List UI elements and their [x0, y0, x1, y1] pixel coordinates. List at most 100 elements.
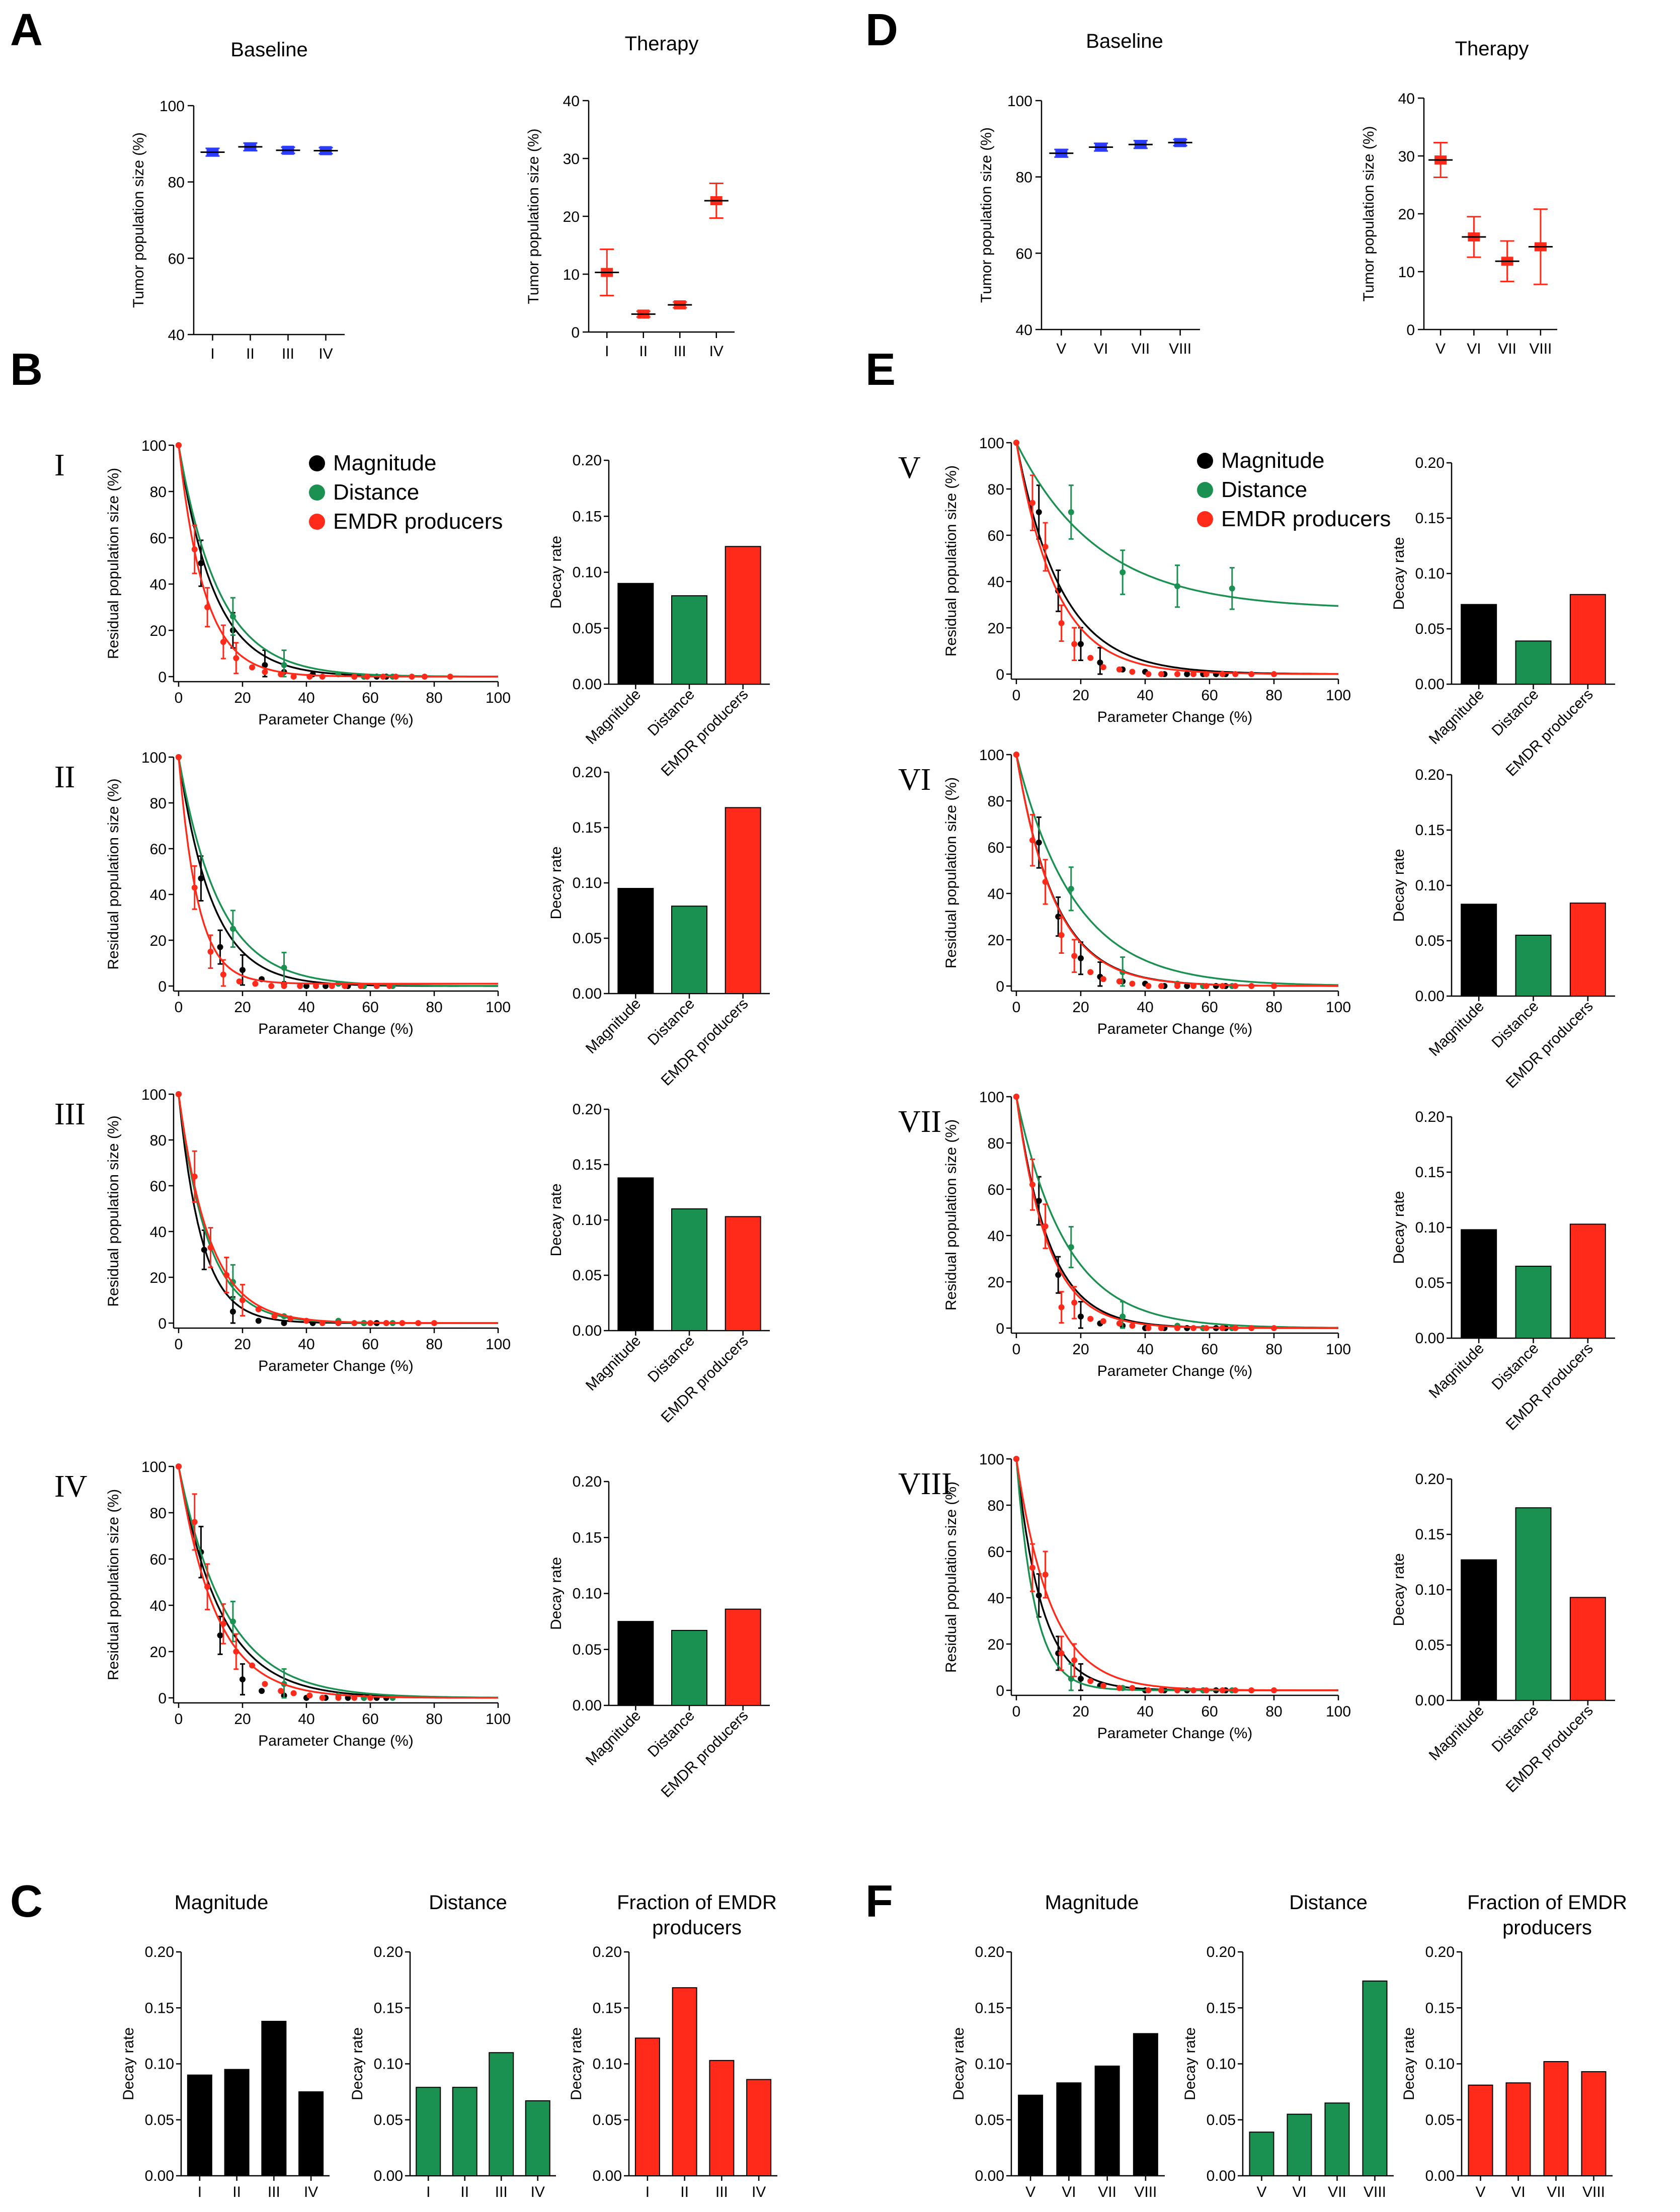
C-magnitude-ytick-label: 0.10	[145, 2056, 174, 2073]
E-VIII-ytick-label: 80	[988, 1498, 1004, 1514]
Bbar-III-ytick-label: 0.05	[573, 1267, 602, 1284]
Bbar-I-xtick-label: Distance	[645, 686, 698, 740]
B-I-emdr-producers-point	[249, 664, 256, 671]
B-I-emdr-producers-point	[262, 669, 268, 675]
E-VI-ytick-label: 20	[988, 932, 1004, 949]
E-VII-distance-point	[1068, 1244, 1074, 1250]
E-VII-distance-fit-curve	[1015, 1096, 1338, 1329]
A-therapy-ytick-label: 0	[571, 324, 580, 341]
F-emdr-ylabel: Decay rate	[1401, 2027, 1417, 2100]
F-distance-bar	[1324, 2102, 1350, 2176]
Bbar-III-ytick-label: 0.20	[573, 1101, 602, 1118]
B-III-emdr-producers-point	[431, 1320, 437, 1326]
E-VII-xlabel: Parameter Change (%)	[1097, 1363, 1252, 1379]
D-baseline-ylabel: Tumor population size (%)	[978, 127, 995, 303]
E-VII-ytick-label: 20	[988, 1274, 1004, 1291]
E-VIII-magnitude-point	[1035, 1592, 1042, 1599]
panel-label-f: F	[865, 1876, 893, 1927]
C-distance-xtick-label: III	[495, 2184, 508, 2200]
B-III-ytick-label: 80	[150, 1132, 167, 1149]
C-magnitude-bar	[224, 2069, 250, 2176]
E-V-emdr-producers-point	[1248, 671, 1255, 677]
F-distance-title: Distance	[1289, 1892, 1368, 1914]
B-III-magnitude-point	[201, 1247, 207, 1253]
panel-label-e: E	[865, 345, 896, 395]
A-therapy-xtick-label: II	[639, 343, 648, 360]
C-magnitude-title: Magnitude	[175, 1892, 269, 1914]
panel-label-c: C	[10, 1876, 43, 1927]
B-II-xtick-label: 40	[298, 999, 314, 1016]
A-therapy-ytick-label: 20	[563, 209, 580, 225]
B-legend-marker	[309, 514, 325, 530]
A-baseline-xtick-label: I	[210, 346, 214, 362]
B-II-emdr-producers-point	[313, 983, 319, 989]
B-IV-emdr-producers-point	[278, 1688, 284, 1694]
A-therapy-ylabel: Tumor population size (%)	[525, 128, 542, 304]
E-VIII-scenario-label: VIII	[898, 1467, 952, 1501]
E-VII-emdr-producers-point	[1203, 1325, 1210, 1331]
B-legend-marker	[309, 455, 325, 471]
A-therapy-xtick-label: III	[674, 343, 686, 360]
A-therapy-ytick-label: 30	[563, 151, 580, 168]
E-VII-emdr-producers-fit-curve	[1015, 1096, 1338, 1329]
Bbar-I-ytick-label: 0.00	[573, 676, 602, 693]
B-II-emdr-producers-point	[191, 884, 198, 891]
B-I-xtick-label: 20	[234, 690, 251, 706]
Ebar-VI-ytick-label: 0.15	[1415, 822, 1445, 839]
F-magnitude-ytick-label: 0.15	[975, 2000, 1004, 2016]
F-magnitude-ytick-label: 0.00	[975, 2168, 1004, 2184]
Ebar-VIII-ylabel: Decay rate	[1391, 1553, 1407, 1626]
E-VII-emdr-producers-point	[1129, 1323, 1136, 1329]
E-legend-marker	[1197, 511, 1213, 527]
E-VIII-magnitude-fit-curve	[1015, 1458, 1338, 1691]
C-magnitude-bar	[261, 2020, 287, 2176]
C-distance-xtick-label: II	[460, 2184, 469, 2200]
B-II-scenario-label: II	[54, 760, 75, 794]
B-III-magnitude-point	[281, 1320, 287, 1326]
E-VIII-ytick-label: 20	[988, 1636, 1004, 1653]
E-V-scenario-label: V	[898, 451, 921, 485]
D-baseline-ytick-label: 100	[1007, 93, 1032, 110]
B-IV-magnitude-fit-curve	[178, 1466, 498, 1699]
A-baseline-ytick-label: 100	[159, 98, 185, 115]
F-emdr-xtick-label: V	[1475, 2184, 1485, 2200]
E-VI-xtick-label: 80	[1265, 999, 1282, 1016]
Ebar-V-bar	[1569, 594, 1606, 685]
E-V-emdr-producers-point	[1029, 500, 1035, 506]
C-emdr-ytick-label: 0.00	[593, 2168, 622, 2184]
Bbar-IV-bar	[671, 1629, 707, 1706]
C-distance-xtick-label: I	[426, 2184, 430, 2200]
E-VII-xtick-label: 80	[1265, 1341, 1282, 1358]
E-V-ylabel: Residual population size (%)	[943, 465, 959, 657]
E-V-magnitude-point	[1184, 671, 1190, 677]
B-I-ytick-label: 60	[150, 530, 167, 547]
E-VII-emdr-producers-point	[1087, 1316, 1094, 1322]
E-VII-emdr-producers-point	[1100, 1318, 1106, 1325]
B-I-emdr-producers-point	[191, 546, 198, 552]
B-III-ytick-label: 20	[150, 1270, 167, 1286]
Bbar-II-ytick-label: 0.15	[573, 820, 602, 836]
B-II-ytick-label: 60	[150, 841, 167, 858]
B-III-emdr-producers-point	[415, 1320, 422, 1326]
E-VII-emdr-producers-point	[1219, 1325, 1226, 1331]
A-baseline-xtick-label: IV	[318, 346, 333, 362]
F-distance-ytick-label: 0.05	[1207, 2112, 1236, 2128]
Bbar-III-xtick-label: Distance	[645, 1333, 698, 1386]
F-magnitude-ylabel: Decay rate	[950, 2027, 967, 2100]
B-II-emdr-producers-point	[342, 983, 348, 989]
C-emdr-ytick-label: 0.05	[593, 2112, 622, 2128]
E-V-emdr-producers-point	[1087, 654, 1094, 661]
B-I-distance-point	[281, 662, 287, 668]
F-distance-ytick-label: 0.00	[1207, 2168, 1236, 2184]
E-VII-emdr-producers-point	[1071, 1299, 1078, 1306]
F-emdr-xtick-label: VII	[1547, 2184, 1565, 2200]
E-V-xlabel: Parameter Change (%)	[1097, 709, 1252, 725]
A-baseline-ylabel: Tumor population size (%)	[130, 132, 147, 308]
B-IV-emdr-producers-point	[290, 1690, 297, 1696]
E-VI-emdr-producers-point	[1219, 983, 1226, 989]
C-emdr-xtick-label: II	[680, 2184, 689, 2200]
E-VIII-xtick-label: 60	[1201, 1703, 1218, 1720]
F-emdr-xtick-label: VI	[1511, 2184, 1525, 2200]
E-VI-emdr-producers-fit-curve	[1015, 754, 1338, 987]
A-therapy-title: Therapy	[625, 33, 699, 55]
